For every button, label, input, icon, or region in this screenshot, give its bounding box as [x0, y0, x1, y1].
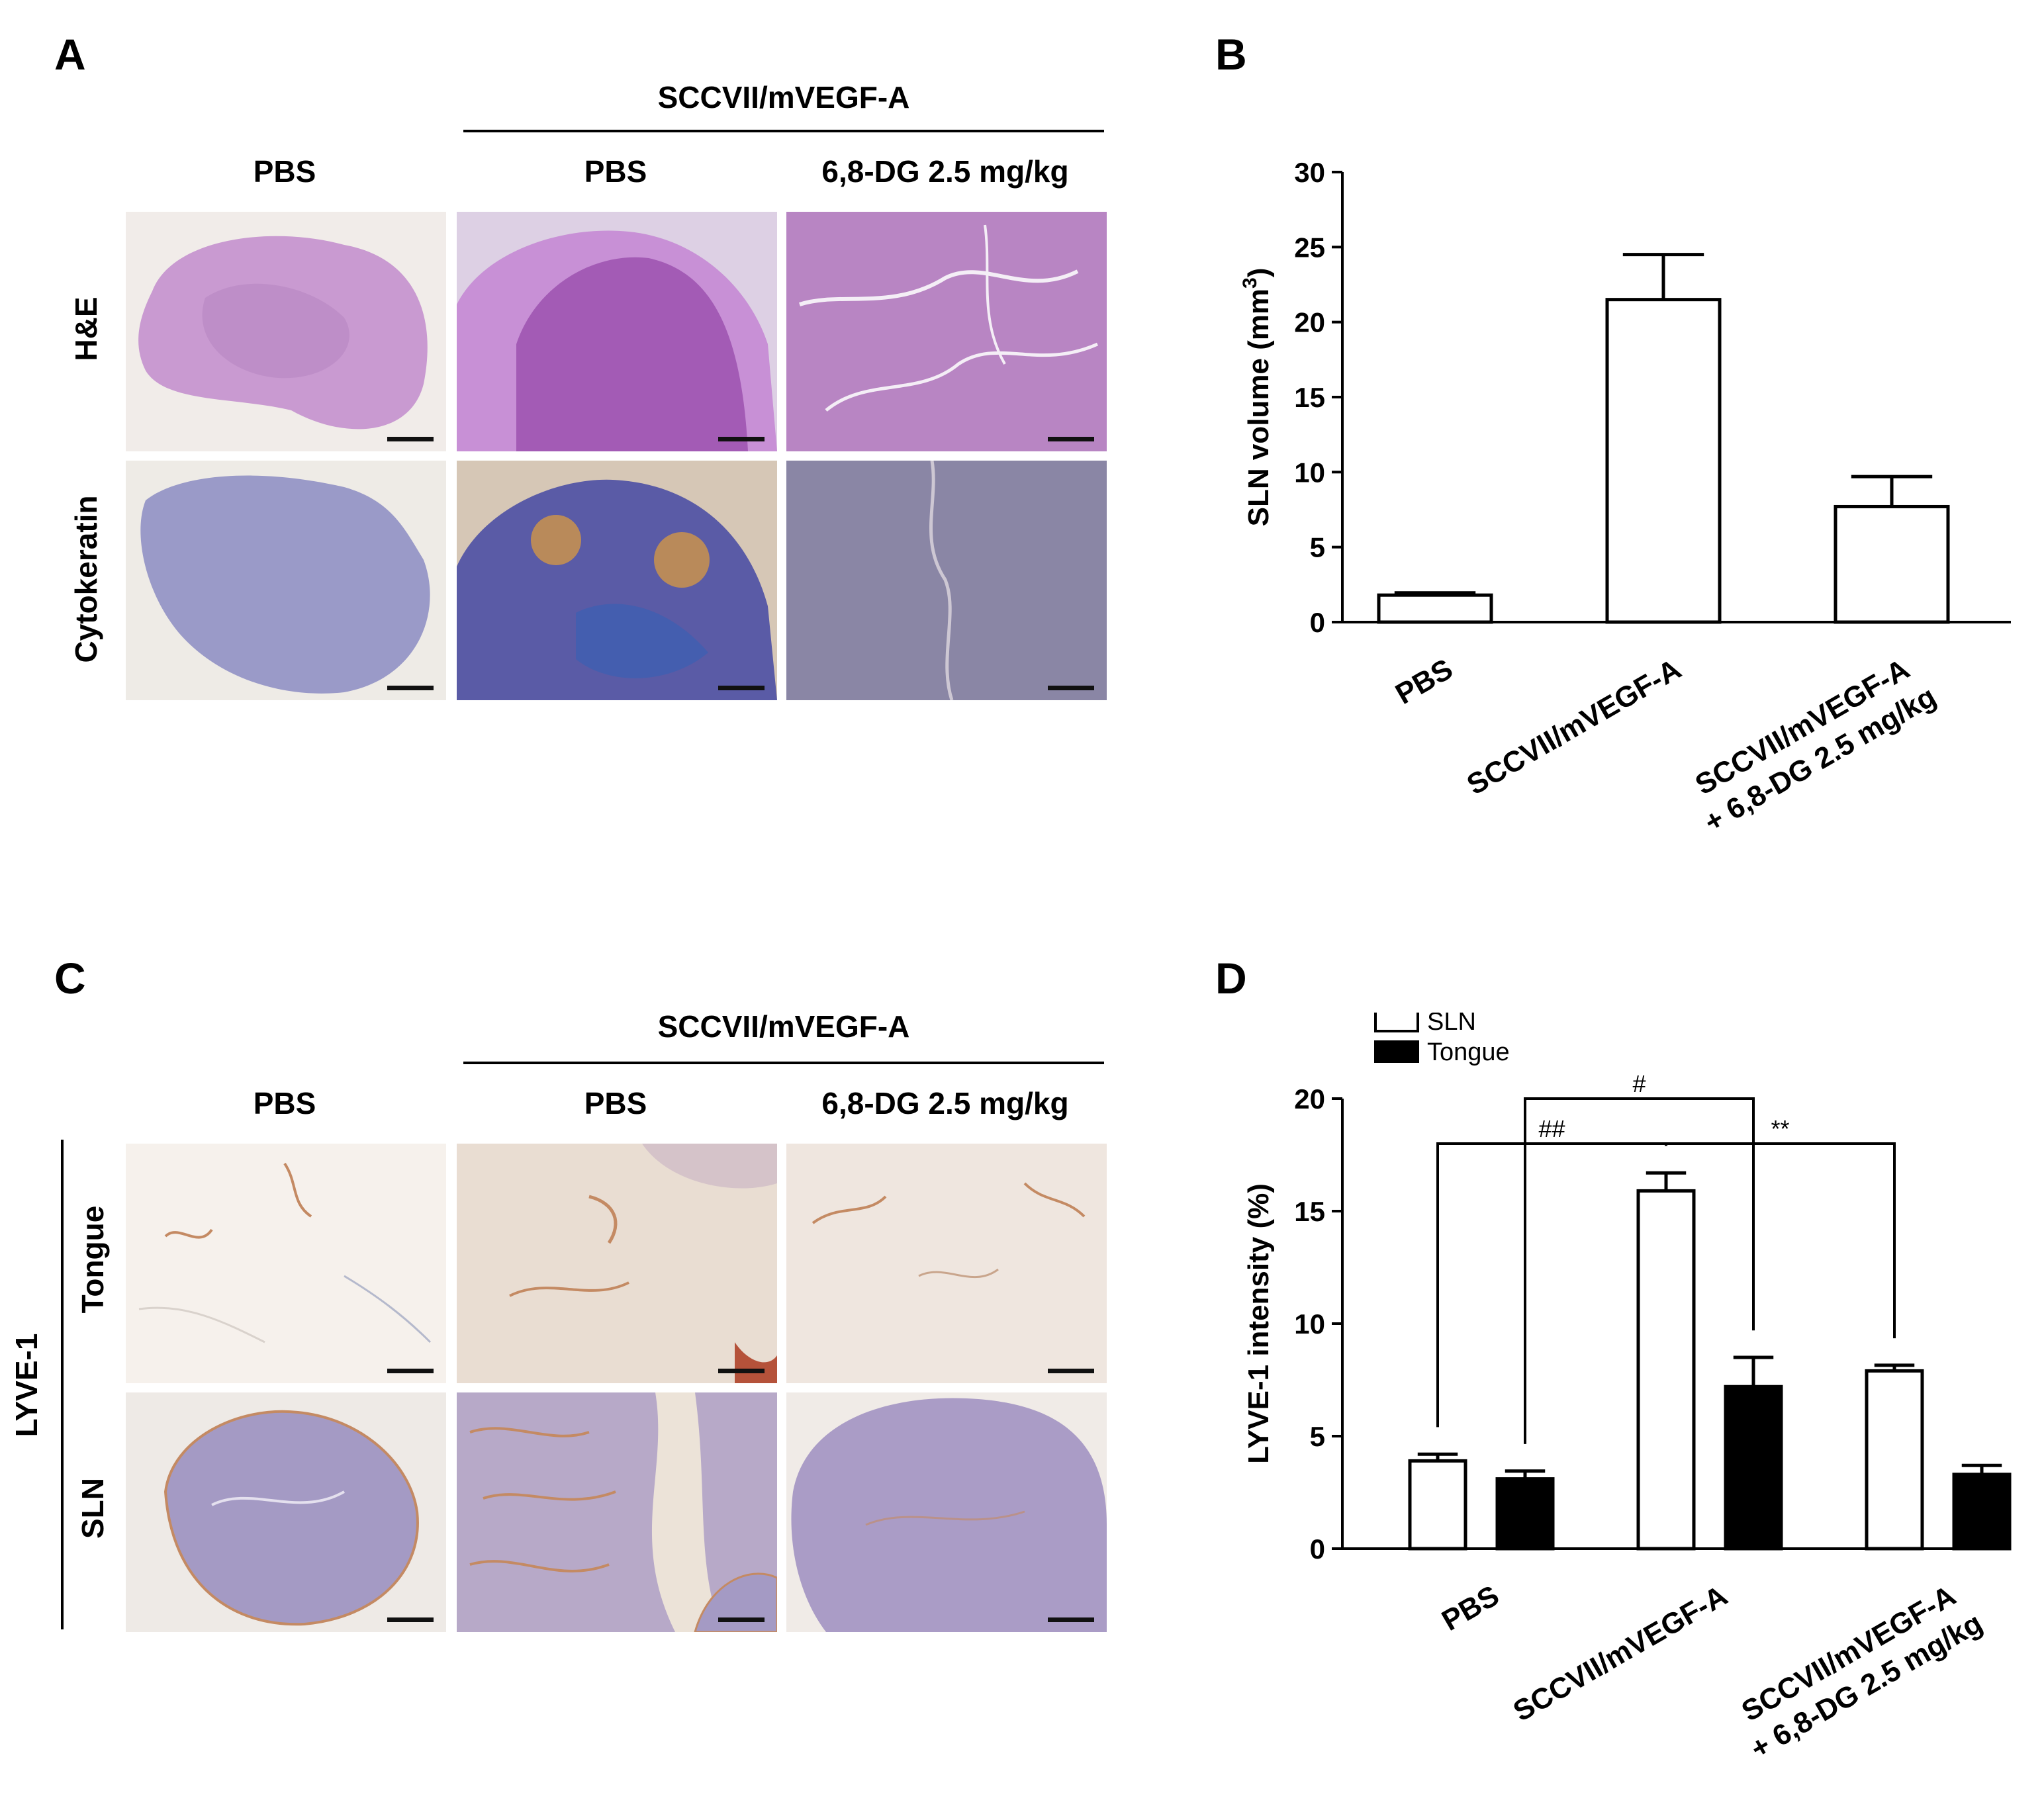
- group-line-a: [463, 130, 1104, 132]
- micrograph-he-sccvii-pbs: [457, 212, 777, 451]
- scale-bar: [718, 437, 765, 441]
- y-tick-label: 30: [1294, 157, 1325, 188]
- scale-bar: [1048, 1617, 1094, 1622]
- y-tick-label: 10: [1294, 457, 1325, 488]
- scale-bar: [387, 1617, 434, 1622]
- x-tick-label-group: SCCVII/mVEGF-A: [1508, 1579, 1733, 1728]
- y-tick-label: 20: [1294, 307, 1325, 338]
- y-axis-label: LYVE-1 intensity (%): [1242, 1183, 1275, 1464]
- x-tick-label: SCCVII/mVEGF-A: [1508, 1579, 1733, 1728]
- row-label-sln: SLN: [75, 1478, 110, 1539]
- scale-bar: [1048, 1369, 1094, 1373]
- y-axis-label-close: ): [1242, 268, 1275, 278]
- group-line-c: [463, 1062, 1104, 1064]
- micrograph-cytokeratin-pbs: [126, 461, 446, 700]
- panel-label-c: C: [54, 954, 86, 1003]
- micrograph-sln-sccvii-pbs: [457, 1392, 777, 1632]
- column-header-c-dg: 6,8-DG 2.5 mg/kg: [821, 1086, 1069, 1120]
- y-tick-label: 5: [1310, 532, 1325, 563]
- y-tick-label: 20: [1294, 1083, 1325, 1115]
- column-header-c-sccvii-pbs: PBS: [584, 1086, 647, 1120]
- x-tick-label: PBS: [1436, 1579, 1505, 1637]
- legend-swatch: [1374, 1013, 1419, 1032]
- significance-bracket: [1436, 1142, 1667, 1428]
- y-axis-label: SLN volume (mm3): [1239, 268, 1275, 527]
- group-label-a: SCCVII/mVEGF-A: [657, 80, 910, 114]
- significance-marker: ##: [1538, 1115, 1565, 1142]
- micrograph-sln-pbs: [126, 1392, 446, 1632]
- y-tick-label: 5: [1310, 1421, 1325, 1452]
- x-tick-label-group: SCCVII/mVEGF-A: [1462, 653, 1687, 801]
- bar-tongue: [1724, 1385, 1783, 1551]
- scale-bar: [387, 1369, 434, 1373]
- scale-bar: [1048, 686, 1094, 690]
- panel-label-d: D: [1215, 954, 1247, 1003]
- x-tick-label-group: SCCVII/mVEGF-A+ 6,8-DG 2.5 mg/kg: [1736, 1579, 1988, 1765]
- y-tick-label: 0: [1310, 1533, 1325, 1565]
- x-tick-label-group: SCCVII/mVEGF-A+ 6,8-DG 2.5 mg/kg: [1690, 653, 1941, 839]
- bar-tongue: [1495, 1477, 1555, 1551]
- panel-label-a: A: [54, 30, 86, 79]
- scale-bar: [1048, 437, 1094, 441]
- micrograph-he-pbs: [126, 212, 446, 451]
- y-axis-label-text: LYVE-1 intensity (%): [1242, 1183, 1275, 1464]
- column-header-c-pbs: PBS: [253, 1086, 316, 1120]
- significance-bracket: [1524, 1097, 1755, 1444]
- row-label-he: H&E: [69, 296, 103, 361]
- bar: [1834, 504, 1950, 624]
- significance-marker: #: [1632, 1070, 1646, 1097]
- legend-label: SLN: [1427, 1013, 1476, 1036]
- row-label-tongue: Tongue: [75, 1205, 110, 1314]
- micrograph-tongue-sccvii-dg: [786, 1144, 1107, 1383]
- row-label-cytokeratin: Cytokeratin: [69, 495, 103, 663]
- micrograph-sln-sccvii-dg: [786, 1392, 1107, 1632]
- bar-sln: [1865, 1369, 1924, 1551]
- x-tick-label-group: PBS: [1390, 653, 1458, 711]
- micrograph-he-sccvii-dg: [786, 212, 1107, 451]
- y-tick-label: 0: [1310, 607, 1325, 638]
- side-line-c: [61, 1140, 64, 1629]
- scale-bar: [718, 686, 765, 690]
- x-tick-label: PBS: [1390, 653, 1458, 711]
- scale-bar: [387, 437, 434, 441]
- x-tick-label: SCCVII/mVEGF-A: [1462, 653, 1687, 801]
- micrograph-tongue-sccvii-pbs: [457, 1144, 777, 1383]
- bar-sln: [1408, 1459, 1467, 1551]
- column-header-a-sccvii-pbs: PBS: [584, 154, 647, 189]
- y-tick-label: 15: [1294, 1196, 1325, 1227]
- column-header-a-pbs: PBS: [253, 154, 316, 189]
- micrograph-cytokeratin-sccvii-pbs: [457, 461, 777, 700]
- legend-label: Tongue: [1427, 1038, 1510, 1066]
- y-tick-label: 15: [1294, 382, 1325, 413]
- bar-sln: [1636, 1189, 1696, 1551]
- micrograph-cytokeratin-sccvii-dg: [786, 461, 1107, 700]
- y-axis-label-superscript: 3: [1239, 277, 1261, 289]
- y-tick-label: 25: [1294, 232, 1325, 263]
- bar: [1377, 593, 1493, 624]
- micrograph-tongue-pbs: [126, 1144, 446, 1383]
- significance-bracket: [1665, 1142, 1896, 1339]
- bar: [1605, 298, 1722, 624]
- scale-bar: [718, 1617, 765, 1622]
- legend-swatch: [1374, 1040, 1419, 1063]
- side-label-lyve1: LYVE-1: [9, 1333, 44, 1437]
- scale-bar: [718, 1369, 765, 1373]
- significance-marker: **: [1771, 1115, 1789, 1142]
- panel-label-b: B: [1215, 30, 1247, 79]
- y-tick-label: 10: [1294, 1308, 1325, 1340]
- bar-tongue: [1952, 1473, 2012, 1551]
- x-tick-label-group: PBS: [1436, 1579, 1505, 1637]
- group-label-c: SCCVII/mVEGF-A: [657, 1009, 910, 1044]
- column-header-a-dg: 6,8-DG 2.5 mg/kg: [821, 154, 1069, 189]
- y-axis-label-text: SLN volume (mm: [1242, 289, 1275, 526]
- scale-bar: [387, 686, 434, 690]
